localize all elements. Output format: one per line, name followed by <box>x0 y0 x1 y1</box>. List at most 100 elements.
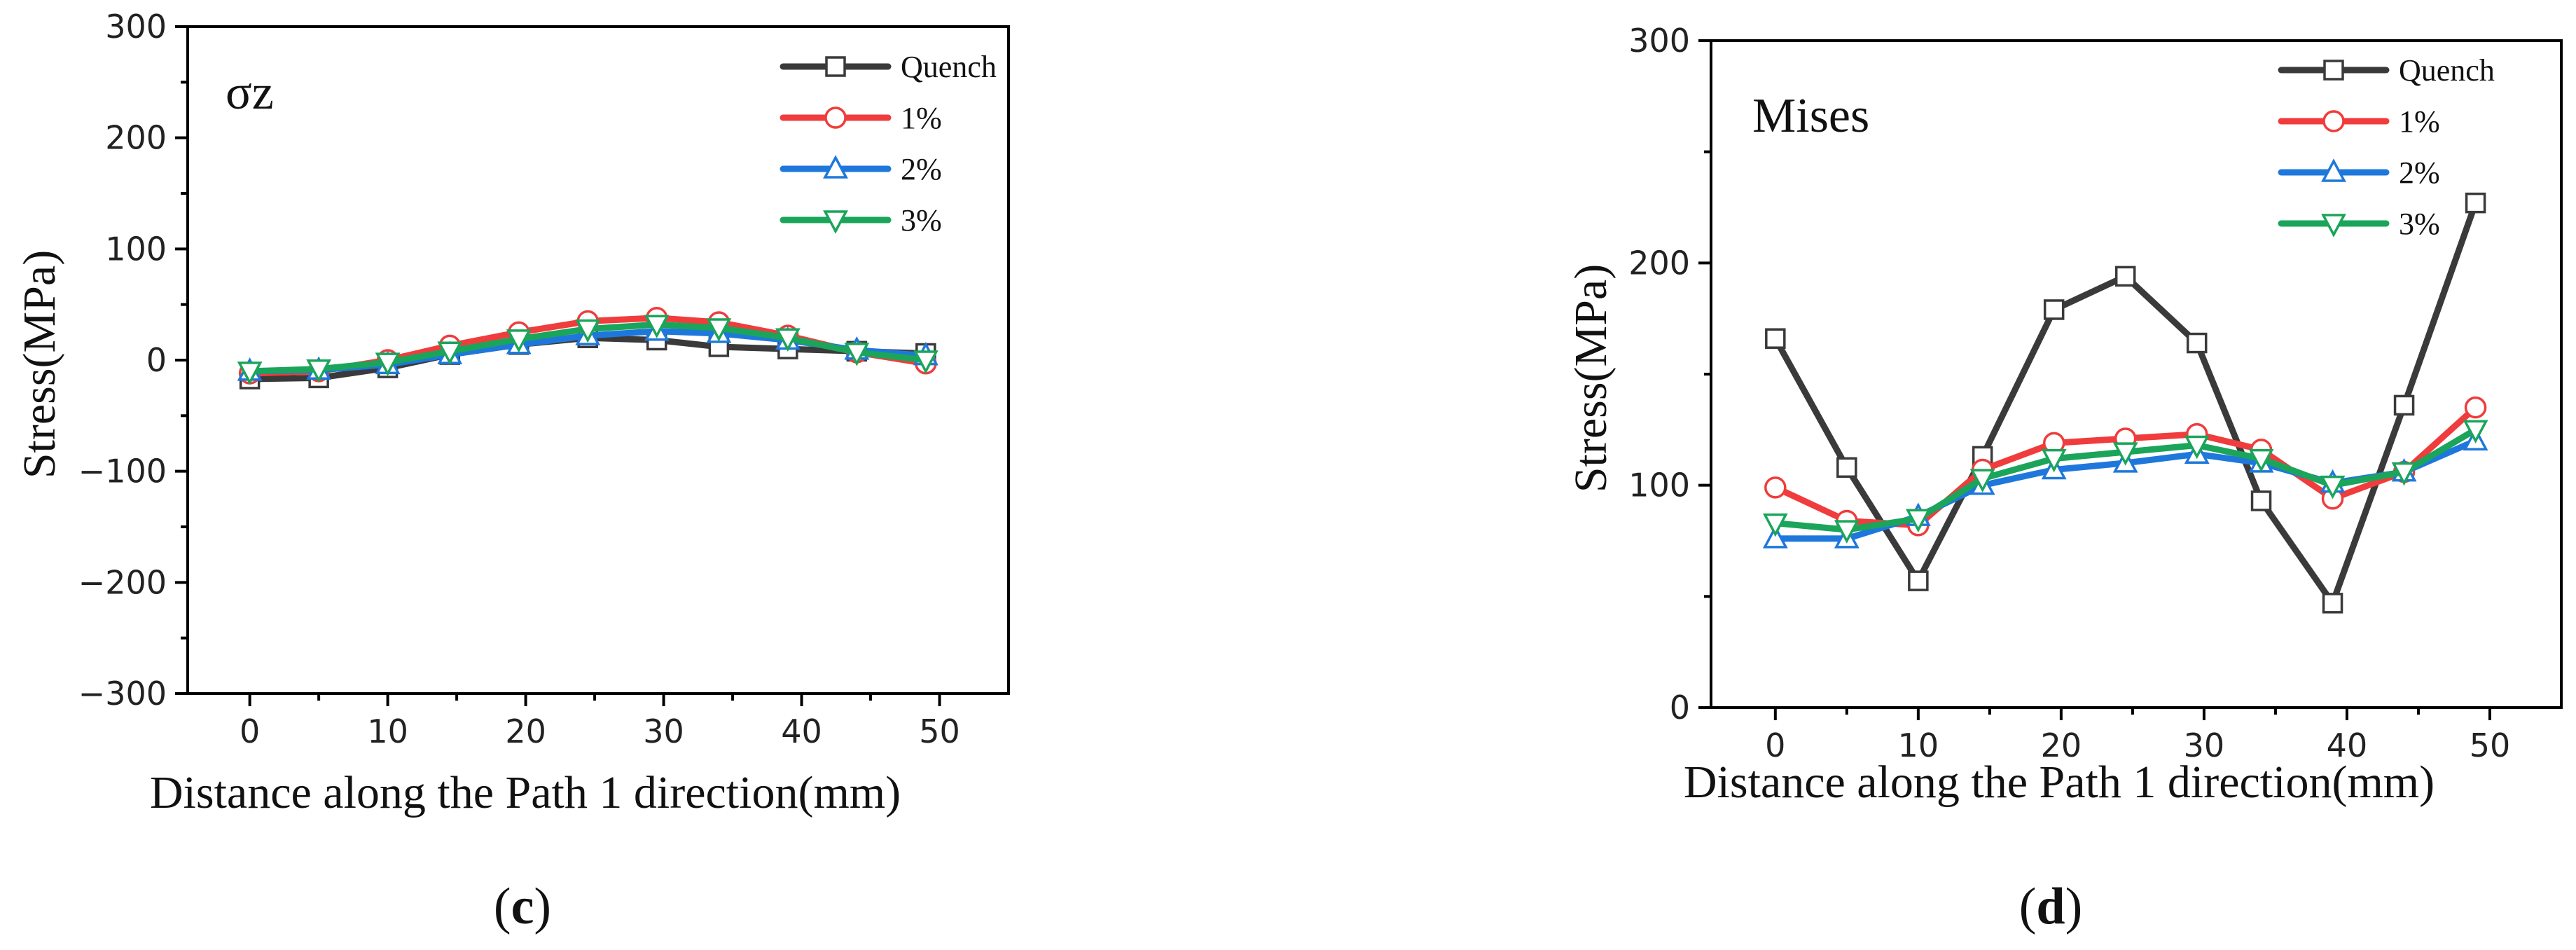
x-tick-label: 50 <box>2470 727 2511 764</box>
x-axis-title: Distance along the Path 1 direction(mm) <box>150 767 901 818</box>
legend-item: 1% <box>780 101 942 135</box>
legend-label: 1% <box>901 101 942 135</box>
data-point <box>775 328 801 352</box>
data-point <box>1905 509 1931 532</box>
x-tick-label: 0 <box>1765 727 1785 764</box>
legend-item: 2% <box>780 152 942 186</box>
data-point <box>1908 570 1929 591</box>
data-point <box>2186 332 2208 354</box>
x-tick-label: 10 <box>1898 727 1939 764</box>
chart-panel-d: 0 10 20 30 40 50 0 100 200 300 Quench 1% 2% 3% Mises… <box>1565 22 2563 935</box>
series-line <box>1772 200 2479 607</box>
y-tick-label: 0 <box>1670 689 1690 727</box>
data-point <box>2041 448 2067 473</box>
data-point <box>2464 396 2487 419</box>
series-quench <box>1765 192 2486 614</box>
data-point <box>2112 442 2138 466</box>
legend-marker <box>824 106 847 129</box>
legend-marker <box>2321 158 2346 182</box>
legend-label: Quench <box>2399 53 2495 88</box>
data-point <box>375 352 401 376</box>
legend-item: 1% <box>2278 104 2440 139</box>
data-point <box>2393 394 2415 416</box>
legend-label: Quench <box>901 50 997 84</box>
x-tick-label: 40 <box>781 712 822 750</box>
legend-item: Quench <box>780 50 997 84</box>
data-point <box>2465 192 2486 214</box>
data-point <box>1765 328 1786 349</box>
data-point <box>2322 593 2343 614</box>
data-point <box>2114 266 2136 287</box>
legend-marker <box>2323 60 2344 81</box>
chart-title: σz <box>226 66 274 120</box>
legend-marker <box>823 155 848 179</box>
legend-marker <box>823 210 848 234</box>
data-point <box>437 341 463 366</box>
data-point <box>506 329 532 353</box>
legend: Quench 1% 2% 3% <box>2278 53 2495 241</box>
data-point <box>306 359 332 383</box>
data-point <box>1762 525 1788 549</box>
legend: Quench 1% 2% 3% <box>780 50 997 238</box>
y-tick-label: 200 <box>1628 244 1690 282</box>
data-point <box>1969 469 1995 493</box>
data-point <box>644 315 670 338</box>
legend-item: 3% <box>2278 207 2440 241</box>
legend-item: 3% <box>780 203 942 238</box>
x-tick-label: 40 <box>2327 727 2368 764</box>
y-axis-title: Stress(MPa) <box>14 250 65 479</box>
legend-item: Quench <box>2278 53 2495 88</box>
series-3pct <box>237 315 939 385</box>
legend-marker <box>825 56 846 77</box>
legend-marker <box>2322 110 2345 132</box>
y-tick-label: 300 <box>1628 22 1690 60</box>
legend-label: 2% <box>2399 156 2440 190</box>
legend-label: 3% <box>2399 207 2440 241</box>
data-point <box>1762 513 1788 537</box>
data-point <box>913 350 939 374</box>
y-axis-title: Stress(MPa) <box>1565 264 1616 493</box>
y-tick-label: 200 <box>105 119 167 157</box>
panel-label: (d) <box>2019 878 2082 935</box>
x-tick-label: 30 <box>2184 727 2225 764</box>
x-tick-label: 10 <box>367 712 408 750</box>
legend-item: 2% <box>2278 156 2440 190</box>
legend-label: 3% <box>901 203 942 238</box>
data-point <box>1764 476 1787 499</box>
y-tick-label: −100 <box>78 453 167 490</box>
chart-title: Mises <box>1752 89 1869 143</box>
series-3pct <box>1762 420 2488 544</box>
legend-label: 2% <box>901 152 942 186</box>
x-axis-title: Distance along the Path 1 direction(mm) <box>1684 757 2435 808</box>
y-tick-label: 100 <box>1628 467 1690 504</box>
axes: 0 10 20 30 40 50 −300 −200 −100 0 100 200 300 <box>78 8 1010 750</box>
panel-label-letter: c <box>511 878 534 935</box>
data-point <box>1836 457 1857 479</box>
data-point <box>2391 462 2417 486</box>
panel-label-letter: d <box>2036 878 2065 935</box>
chart-panel-c: 0 10 20 30 40 50 −300 −200 −100 0 100 200 300 Quench… <box>14 8 1010 935</box>
data-point <box>2320 475 2346 500</box>
x-tick-label: 50 <box>919 712 960 750</box>
y-tick-label: 0 <box>146 341 167 379</box>
data-point <box>575 319 601 343</box>
data-point <box>2184 435 2210 460</box>
data-point <box>2250 490 2272 511</box>
data-point <box>844 343 870 366</box>
x-tick-label: 20 <box>2041 727 2082 764</box>
legend-marker <box>2321 214 2346 238</box>
x-tick-label: 0 <box>240 712 260 750</box>
data-point <box>1834 520 1860 544</box>
x-tick-label: 30 <box>643 712 684 750</box>
series-group <box>1762 192 2488 614</box>
data-point <box>2043 299 2065 320</box>
y-tick-label: −200 <box>78 563 167 601</box>
y-tick-label: −300 <box>78 675 167 712</box>
series-group <box>237 306 939 390</box>
x-tick-label: 20 <box>505 712 546 750</box>
y-tick-label: 300 <box>105 8 167 46</box>
data-point <box>706 318 732 342</box>
panel-label: (c) <box>494 878 551 935</box>
legend-label: 1% <box>2399 104 2440 139</box>
